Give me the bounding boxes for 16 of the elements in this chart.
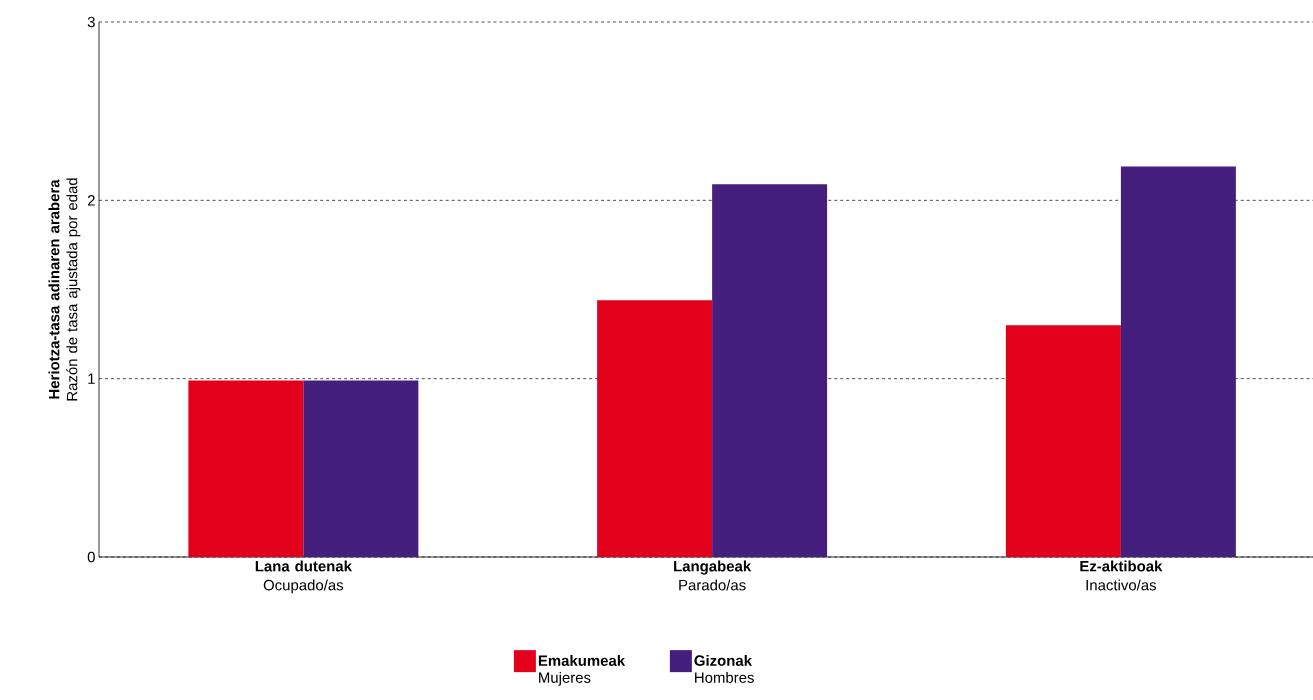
y-tick-label: 3 [87, 16, 95, 28]
x-tick-label: Langabeak Parado/as [674, 560, 752, 591]
x-tick-label: Lana dutenak Ocupado/as [255, 560, 352, 594]
bar [1120, 166, 1236, 557]
bar [1005, 325, 1121, 557]
legend-label: Emakumeak Mujeres [538, 654, 626, 686]
bar [712, 184, 828, 557]
y-axis-title: Heriotza-tasa adinaren arabera Razón de tasa ajustada por edad [48, 178, 81, 401]
y-tick-label: 1 [88, 373, 95, 384]
y-tick-label: 0 [87, 551, 95, 563]
legend-label: Gizonak Hombres [694, 654, 754, 683]
x-tick-label: Ez-aktiboak Inactivo/as [1080, 560, 1163, 591]
bar [188, 380, 304, 557]
bar [303, 380, 419, 557]
bar [597, 300, 713, 557]
y-tick-label: 2 [87, 195, 95, 206]
